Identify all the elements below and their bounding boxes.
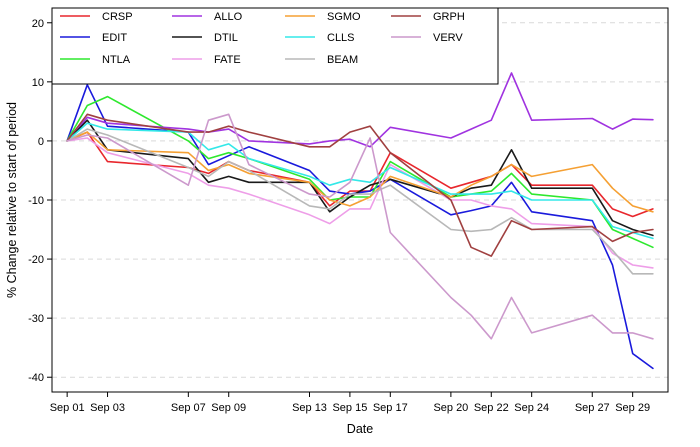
legend-label-clls: CLLS [327,32,355,44]
y-tick-label: -10 [28,195,44,207]
x-tick-label: Sep 09 [211,402,246,414]
x-tick-label: Sep 01 [50,402,85,414]
x-tick-label: Sep 15 [332,402,367,414]
legend-label-dtil: DTIL [214,32,238,44]
series-line-edit [66,84,654,370]
x-tick-label: Sep 07 [171,402,206,414]
series-line-fate [66,137,654,269]
x-tick-label: Sep 24 [514,402,549,414]
y-tick-label: 20 [32,18,44,30]
x-tick-label: Sep 22 [474,402,509,414]
legend-label-grph: GRPH [433,11,465,23]
legend-label-verv: VERV [433,32,463,44]
legend-label-allo: ALLO [214,11,243,23]
series-line-verv [66,113,654,340]
series-lines [66,72,654,370]
y-tick-label: 10 [32,77,44,89]
y-tick-label: -20 [28,254,44,266]
legend-label-sgmo: SGMO [327,11,361,23]
series-line-clls [66,122,654,240]
x-tick-label: Sep 29 [615,402,650,414]
series-line-dtil [66,119,654,237]
legend: CRSP EDIT NTLA ALLO DTIL FATE SGMO CLLS BEAM GRPH… [51,7,499,85]
x-tick-label: Sep 27 [575,402,610,414]
x-tick-label: Sep 20 [433,402,468,414]
series-line-allo [66,72,654,148]
x-tick-label: Sep 13 [292,402,327,414]
legend-label-edit: EDIT [102,32,127,44]
x-tick-label: Sep 17 [373,402,408,414]
x-axis: Sep 01 Sep 03 Sep 07 Sep 09 Sep 13 Sep 15 Sep … [50,392,650,414]
x-tick-label: Sep 03 [90,402,125,414]
legend-label-fate: FATE [214,54,241,66]
legend-label-beam: BEAM [327,54,358,66]
y-tick-label: -40 [28,372,44,384]
y-tick-label: -30 [28,313,44,325]
series-line-crsp [66,131,654,218]
legend-box [51,7,499,85]
legend-label-ntla: NTLA [102,54,131,66]
series-line-grph [66,113,654,257]
series-line-sgmo [66,131,654,213]
series-line-beam [66,128,654,275]
y-tick-label: 0 [38,136,44,148]
x-axis-title: Date [347,422,373,436]
legend-label-crsp: CRSP [102,11,133,23]
y-axis: 20 10 0 -10 -20 -30 -40 [28,18,52,384]
y-axis-title: % Change relative to start of period [5,102,19,298]
